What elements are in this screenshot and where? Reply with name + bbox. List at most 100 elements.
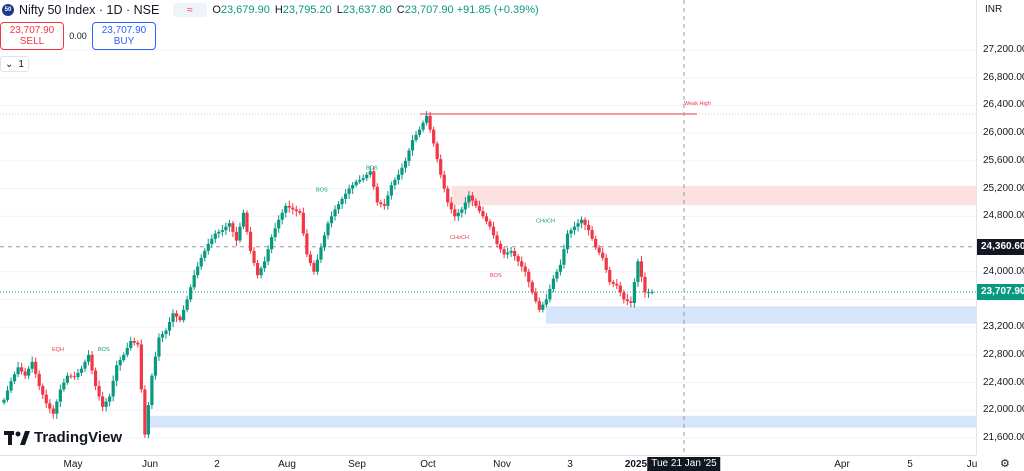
candle	[83, 359, 87, 373]
candle-body	[255, 263, 260, 276]
candle-body	[139, 344, 143, 390]
candle	[393, 177, 397, 190]
candle	[534, 287, 538, 304]
candle-body	[291, 207, 295, 210]
time-axis[interactable]: May Jun 2 Aug Sep Oct Nov 3 2025 Apr 5 Ju Tue 21 Jan…	[0, 455, 978, 471]
candle-body	[319, 247, 323, 260]
candle	[185, 295, 189, 313]
candle-body	[336, 204, 341, 210]
sell-button[interactable]: 23,707.90 SELL	[0, 22, 64, 50]
candle-body	[2, 399, 6, 403]
candle-body	[534, 292, 538, 302]
candle	[555, 269, 559, 283]
buy-button[interactable]: 23,707.90 BUY	[92, 22, 156, 50]
price-axis[interactable]: INR 27,200.00 26,800.00 26,400.00 26,000.00…	[976, 0, 1024, 455]
candle	[354, 179, 358, 188]
candle-body	[572, 226, 577, 231]
candle-body	[245, 212, 249, 232]
candle-body	[157, 337, 161, 357]
candle-body	[83, 361, 87, 369]
candle-body	[79, 368, 84, 373]
candle	[206, 238, 210, 255]
candle-body	[484, 216, 489, 222]
candle	[86, 350, 91, 366]
candle-body	[34, 361, 38, 374]
candle-body	[227, 223, 231, 227]
candle-body	[354, 181, 358, 186]
indicators-toggle[interactable]: ⌄ 1	[0, 56, 29, 72]
candle-body	[104, 401, 108, 407]
candle-body	[562, 249, 566, 265]
candle	[396, 169, 401, 185]
indicators-toggle-box[interactable]: ⌄ 1	[0, 56, 29, 72]
candle-body	[442, 174, 446, 189]
candle-body	[389, 185, 393, 196]
candle-body	[432, 129, 436, 144]
candle-body	[477, 205, 482, 212]
chevron-down-icon[interactable]: ⌄	[5, 58, 14, 70]
candle-body	[558, 264, 563, 272]
trade-panel: 23,707.90 SELL 0.00 23,707.90 BUY	[0, 22, 156, 50]
candle-body	[470, 195, 474, 201]
candle-body	[252, 250, 256, 264]
candle	[477, 200, 482, 214]
candle	[569, 227, 573, 238]
candle-body	[544, 299, 548, 305]
candle-body	[301, 212, 305, 234]
candle	[34, 357, 38, 378]
candle	[234, 226, 239, 246]
candle	[347, 184, 351, 199]
settings-icon[interactable]: ⚙	[1000, 458, 1010, 470]
annotation-label: BOS	[490, 273, 502, 279]
candle-body	[615, 283, 619, 286]
candle-body	[629, 301, 633, 303]
candle	[164, 328, 168, 339]
candle-body	[118, 360, 122, 366]
candle-body	[167, 321, 172, 331]
candle-body	[625, 299, 629, 302]
candle-body	[178, 316, 182, 321]
candle-body	[143, 389, 147, 435]
candle-body	[481, 211, 485, 217]
candle	[41, 383, 45, 400]
candle-body	[400, 167, 404, 175]
candle	[590, 226, 594, 241]
candle-body	[213, 233, 217, 239]
candle-body	[425, 115, 429, 123]
time-tick-label: Ju	[966, 459, 978, 470]
candle-body	[27, 368, 31, 376]
annotation-label: BOS	[366, 165, 378, 171]
candle	[305, 229, 309, 258]
chart-area[interactable]: EQH BOS BOS BOS CHoCH BOS CHoCH Weak High	[0, 0, 976, 455]
symbol-title[interactable]: Nifty 50 Index · 1D · NSE	[19, 3, 160, 17]
candle	[502, 246, 506, 259]
candle	[266, 245, 270, 266]
ohlc-high-key: H	[274, 4, 283, 16]
candle-body	[132, 341, 136, 343]
ohlc-low-key: L	[336, 4, 343, 16]
candle-body	[329, 216, 334, 224]
candle-body	[65, 375, 69, 383]
candle-body	[393, 179, 397, 186]
candles	[2, 110, 654, 439]
candle	[421, 120, 425, 133]
price-chart[interactable]: EQH BOS BOS BOS CHoCH BOS CHoCH Weak High	[0, 0, 976, 455]
ohlc-close-value: 23,707.90 +91.85 (+0.39%)	[404, 4, 539, 16]
candle	[65, 372, 69, 385]
candle	[491, 221, 496, 239]
candle	[544, 294, 548, 308]
candle	[562, 244, 566, 269]
candle	[122, 352, 126, 363]
candle	[587, 219, 591, 236]
candle	[79, 365, 84, 377]
nifty-logo-icon[interactable]: 50	[2, 4, 14, 16]
candle-body	[326, 223, 330, 236]
candle-body	[379, 202, 383, 205]
candle-body	[136, 342, 140, 345]
price-tick-label: 26,400.00	[983, 99, 1024, 111]
compare-icon[interactable]: ≈	[173, 3, 208, 17]
candle	[340, 196, 344, 209]
candle	[160, 330, 165, 343]
annotations: EQH BOS BOS BOS CHoCH BOS CHoCH Weak High	[52, 101, 711, 353]
price-tick-label: 23,200.00	[983, 321, 1024, 333]
